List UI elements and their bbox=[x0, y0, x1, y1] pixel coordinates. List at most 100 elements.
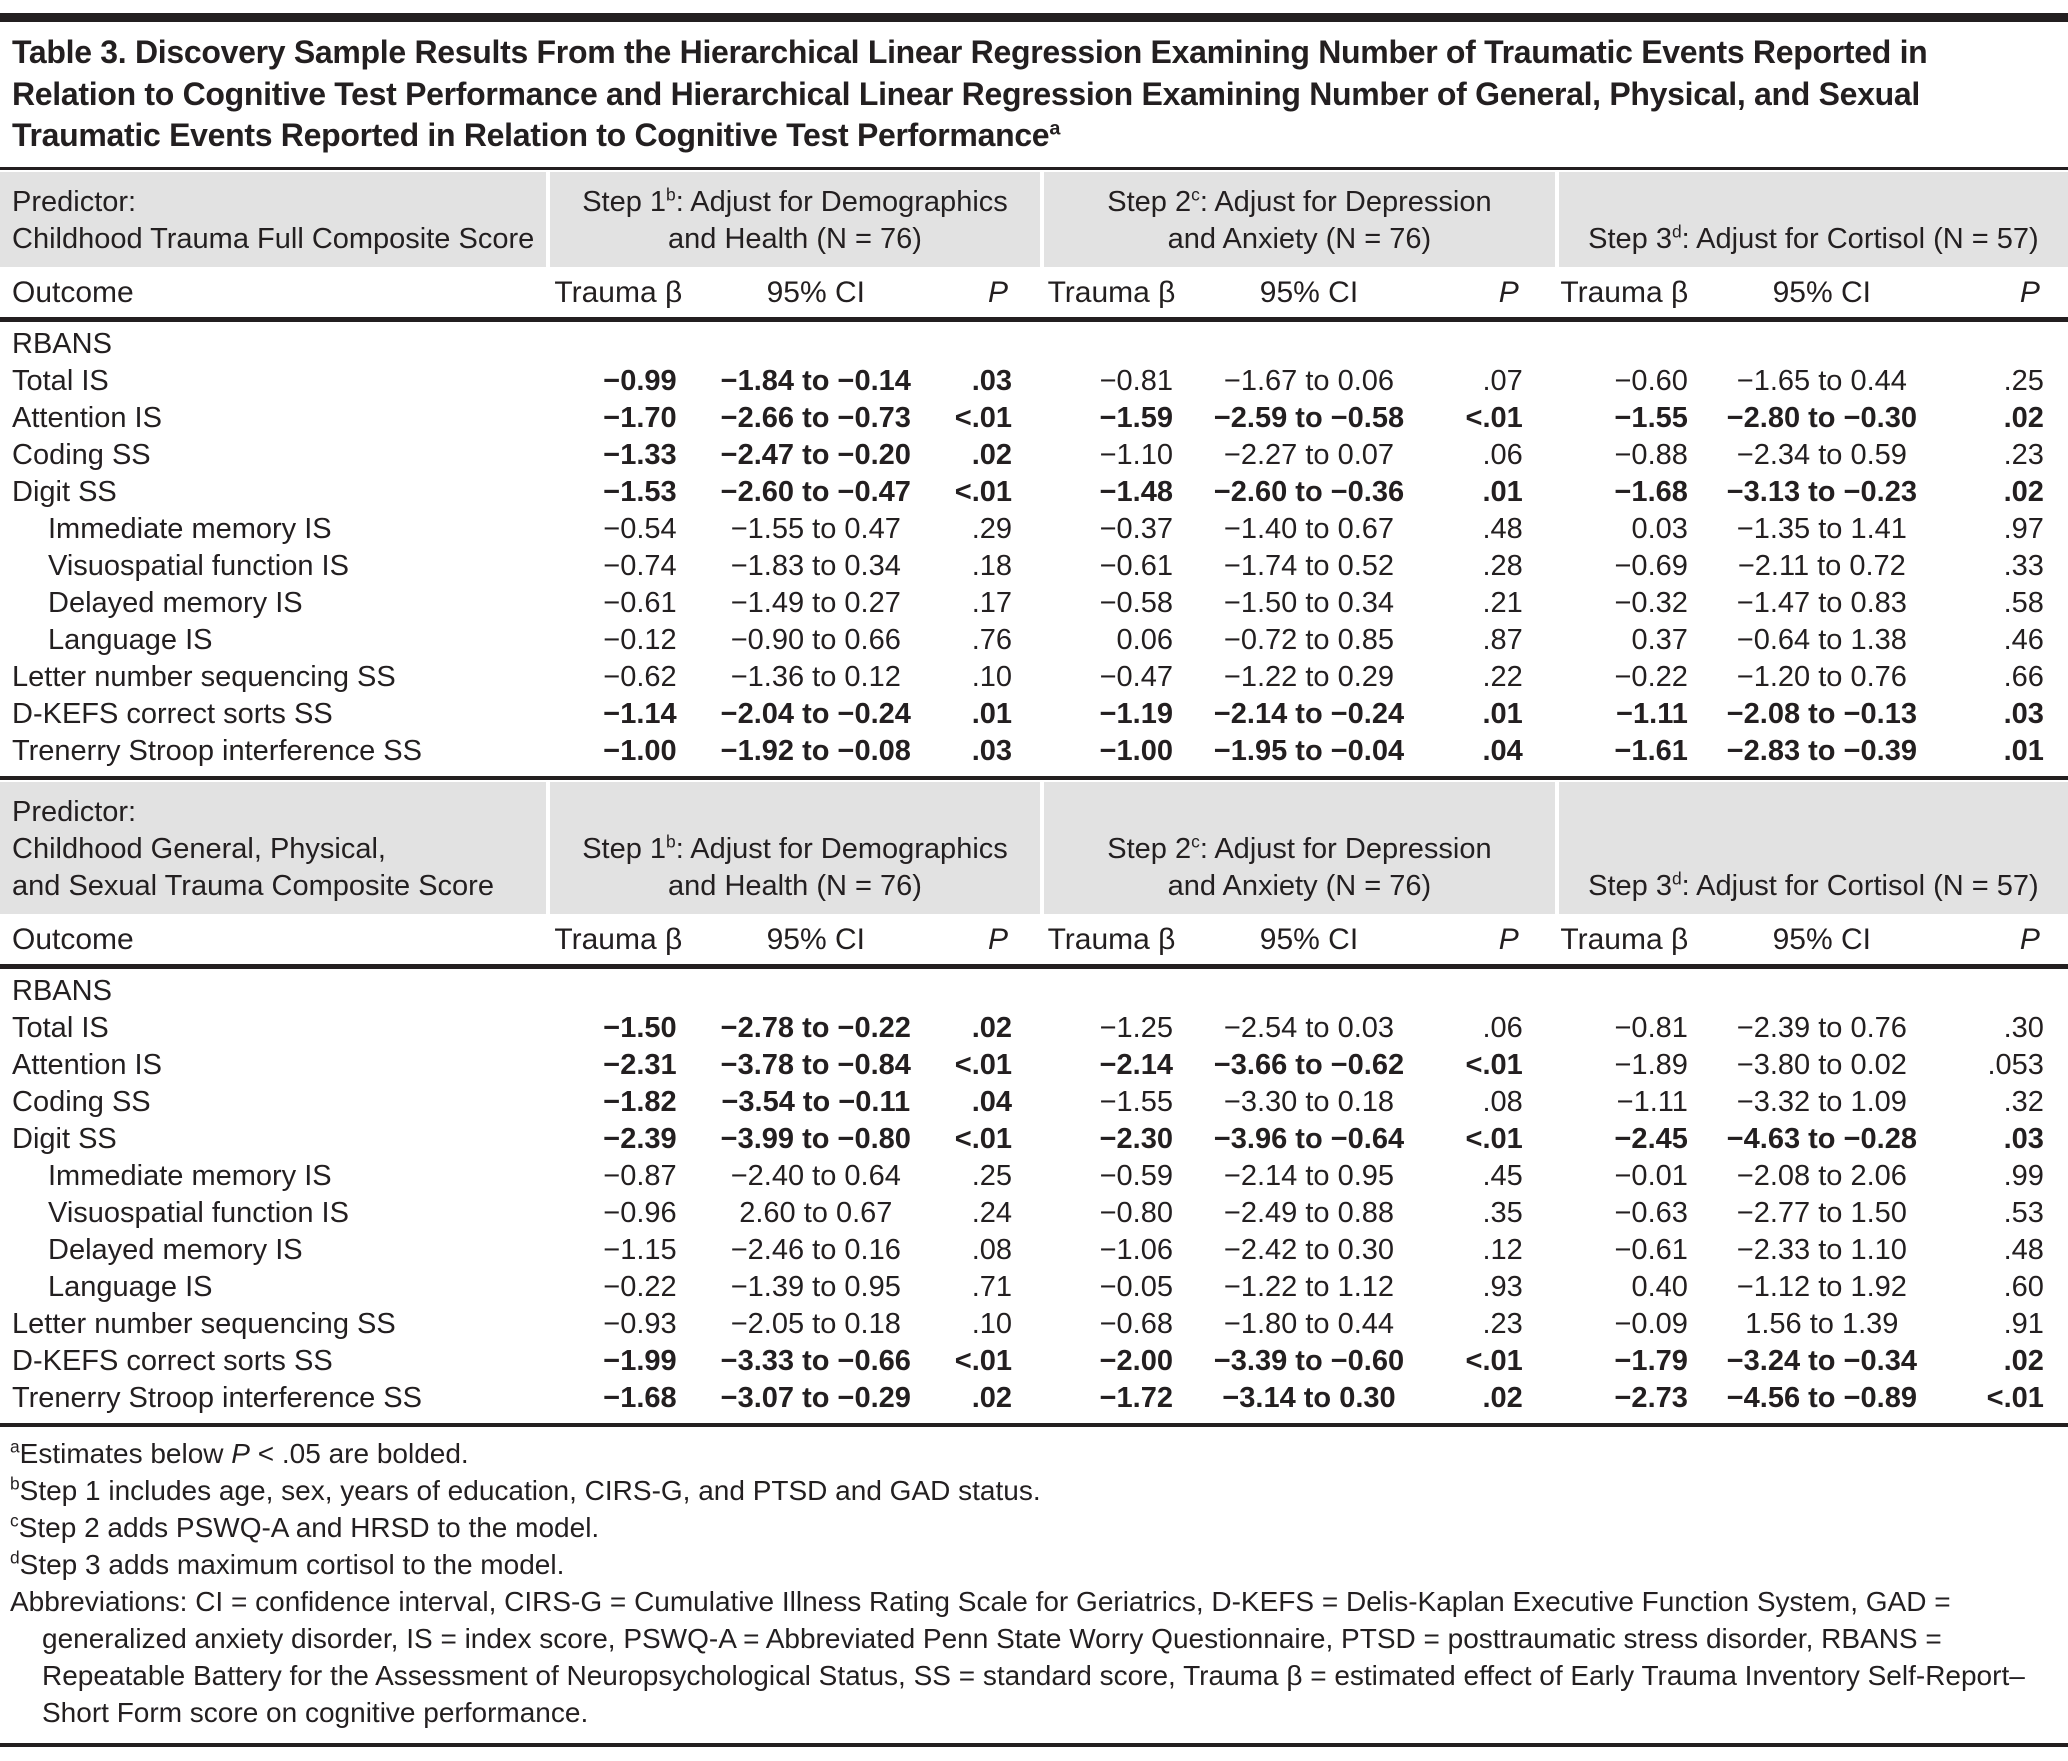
outcome-label: Trenerry Stroop interference SS bbox=[12, 735, 422, 767]
cell-step1-beta: −0.22 bbox=[603, 1271, 677, 1304]
cell-step2-ci: −1.22 to 1.12 bbox=[1223, 1271, 1395, 1304]
cell-step2-beta: −0.61 bbox=[1099, 550, 1173, 582]
top-rule bbox=[0, 13, 2068, 22]
cell-step2-beta: −1.48 bbox=[1099, 476, 1173, 508]
cell-step1-ci: −2.46 to 0.16 bbox=[730, 1234, 901, 1267]
cell-step1-beta: −0.62 bbox=[603, 661, 677, 693]
cell-step2-beta: −2.14 bbox=[1099, 1049, 1173, 1082]
footnote-b-marker: b bbox=[10, 1474, 20, 1494]
cell-step1-ci: −2.05 to 0.18 bbox=[730, 1308, 901, 1341]
cell-step2-beta: −1.59 bbox=[1099, 402, 1173, 434]
cell-step1-p: .04 bbox=[971, 1086, 1013, 1119]
cell-step2-beta: −1.10 bbox=[1099, 439, 1173, 471]
cell-step1-p: .10 bbox=[971, 1308, 1013, 1341]
panel1-step3-header: Step 3d: Adjust for Cortisol (N = 57) bbox=[1558, 171, 2068, 267]
step3-label: Step 3 bbox=[1588, 870, 1672, 903]
cell-step3-p: .02 bbox=[2003, 1345, 2044, 1378]
column-header-trauma-beta: Trauma β bbox=[1047, 923, 1176, 957]
cell-step3-beta: −2.73 bbox=[1614, 1382, 1688, 1415]
cell-step1-beta: −2.31 bbox=[603, 1049, 677, 1082]
column-header-95ci: 95% CI bbox=[1772, 923, 1872, 957]
step2-footnote-marker: c bbox=[1191, 184, 1200, 205]
cell-step1-p: .02 bbox=[971, 1382, 1013, 1415]
panel1-table-body: RBANS Total IS −0.99 −1.84 to −0.14 .03 −0.81… bbox=[0, 322, 2068, 776]
footnote-d-marker: d bbox=[10, 1548, 20, 1568]
cell-step1-beta: −0.87 bbox=[603, 1160, 677, 1193]
cell-step3-beta: −1.68 bbox=[1614, 476, 1688, 508]
cell-step2-ci: −3.96 to −0.64 bbox=[1213, 1123, 1405, 1156]
cell-step3-p: .30 bbox=[2003, 1012, 2044, 1045]
cell-step2-p: .12 bbox=[1482, 1234, 1523, 1267]
table-row: D-KEFS correct sorts SS −1.14 −2.04 to −0.… bbox=[0, 696, 2068, 733]
cell-step1-p: <.01 bbox=[954, 402, 1013, 434]
outcome-label: Language IS bbox=[48, 624, 213, 656]
cell-step3-p: .46 bbox=[2003, 624, 2044, 656]
cell-step2-p: .02 bbox=[1482, 1382, 1523, 1415]
panel1-bottom-rule bbox=[0, 776, 2068, 780]
footnotes: aEstimates below P < .05 are bolded. bSt… bbox=[10, 1435, 2058, 1731]
cell-step1-ci: −0.90 to 0.66 bbox=[730, 624, 901, 656]
cell-step1-beta: −1.53 bbox=[603, 476, 677, 508]
cell-step3-beta: −1.89 bbox=[1614, 1049, 1688, 1082]
cell-step1-beta: −0.12 bbox=[603, 624, 677, 656]
cell-step1-p: .02 bbox=[971, 439, 1013, 471]
cell-step1-beta: −1.68 bbox=[603, 1382, 677, 1415]
cell-step3-p: .053 bbox=[1987, 1049, 2044, 1082]
outcome-label: Letter number sequencing SS bbox=[12, 661, 396, 693]
cell-step2-beta: −1.06 bbox=[1099, 1234, 1173, 1267]
step3-footnote-marker: d bbox=[1672, 868, 1682, 889]
cell-step1-beta: −2.39 bbox=[603, 1123, 677, 1156]
cell-step2-p: <.01 bbox=[1465, 1049, 1523, 1082]
cell-step3-beta: −1.11 bbox=[1616, 1086, 1688, 1119]
cell-step1-p: .02 bbox=[971, 1012, 1013, 1045]
step3-label-rest: : Adjust for Cortisol (N = 57) bbox=[1681, 870, 2039, 903]
step2-label: Step 2 bbox=[1107, 185, 1192, 218]
cell-step2-beta: 0.06 bbox=[1116, 624, 1173, 656]
step1-label-line2: and Health (N = 76) bbox=[668, 870, 922, 903]
cell-step1-p: .29 bbox=[971, 513, 1013, 545]
cell-step3-beta: −1.79 bbox=[1614, 1345, 1688, 1378]
panel2-header-band: Predictor: Childhood General, Physical, … bbox=[0, 782, 2068, 915]
cell-step3-p: .99 bbox=[2003, 1160, 2044, 1193]
cell-step1-ci: −1.83 to 0.34 bbox=[730, 550, 901, 582]
cell-step3-p: .58 bbox=[2003, 587, 2044, 619]
cell-step2-p: .48 bbox=[1482, 513, 1523, 545]
cell-step1-p: .01 bbox=[971, 698, 1013, 730]
step2-label-rest: : Adjust for Depression bbox=[1199, 833, 1492, 866]
outcome-label: Coding SS bbox=[12, 1086, 151, 1119]
table-row: Trenerry Stroop interference SS −1.68 −3.0… bbox=[0, 1380, 2068, 1417]
cell-step3-beta: −0.22 bbox=[1614, 661, 1688, 693]
cell-step2-p: .08 bbox=[1482, 1086, 1523, 1119]
cell-step3-ci: −1.12 to 1.92 bbox=[1736, 1271, 1907, 1304]
step2-label: Step 2 bbox=[1107, 833, 1192, 866]
cell-step1-p: .18 bbox=[971, 550, 1013, 582]
cell-step3-ci: −1.47 to 0.83 bbox=[1736, 587, 1907, 619]
cell-step3-ci: −4.56 to −0.89 bbox=[1726, 1382, 1917, 1415]
cell-step3-beta: −0.63 bbox=[1614, 1197, 1688, 1230]
cell-step3-ci: −3.32 to 1.09 bbox=[1736, 1086, 1907, 1119]
footnote-b: bStep 1 includes age, sex, years of educ… bbox=[10, 1474, 1041, 1507]
cell-step1-ci: −1.49 to 0.27 bbox=[730, 587, 901, 619]
cell-step2-ci: −1.40 to 0.67 bbox=[1223, 513, 1395, 545]
cell-step1-ci: −3.33 to −0.66 bbox=[720, 1345, 911, 1378]
cell-step3-beta: −1.11 bbox=[1616, 698, 1688, 730]
cell-step2-ci: −3.39 to −0.60 bbox=[1213, 1345, 1405, 1378]
cell-step2-p: .45 bbox=[1482, 1160, 1523, 1193]
column-header-95ci: 95% CI bbox=[766, 923, 865, 957]
cell-step2-beta: −0.37 bbox=[1099, 513, 1173, 545]
step3-label: Step 3 bbox=[1588, 222, 1672, 255]
cell-step3-ci: −2.83 to −0.39 bbox=[1726, 735, 1917, 767]
cell-step2-p: .21 bbox=[1482, 587, 1523, 619]
cell-step2-p: .93 bbox=[1482, 1271, 1523, 1304]
outcome-label: Total IS bbox=[12, 1012, 109, 1045]
outcome-label: Attention IS bbox=[12, 1049, 162, 1082]
cell-step3-ci: −3.24 to −0.34 bbox=[1726, 1345, 1917, 1378]
cell-step2-ci: −2.60 to −0.36 bbox=[1213, 476, 1405, 508]
table-row: Trenerry Stroop interference SS −1.00 −1.9… bbox=[0, 733, 2068, 770]
cell-step3-beta: −0.01 bbox=[1614, 1160, 1688, 1193]
cell-step2-p: .28 bbox=[1482, 550, 1523, 582]
table-row: Attention IS −2.31 −3.78 to −0.84 <.01 −2.14… bbox=[0, 1047, 2068, 1084]
cell-step3-beta: 0.40 bbox=[1631, 1271, 1688, 1304]
cell-step1-beta: −1.99 bbox=[603, 1345, 677, 1378]
